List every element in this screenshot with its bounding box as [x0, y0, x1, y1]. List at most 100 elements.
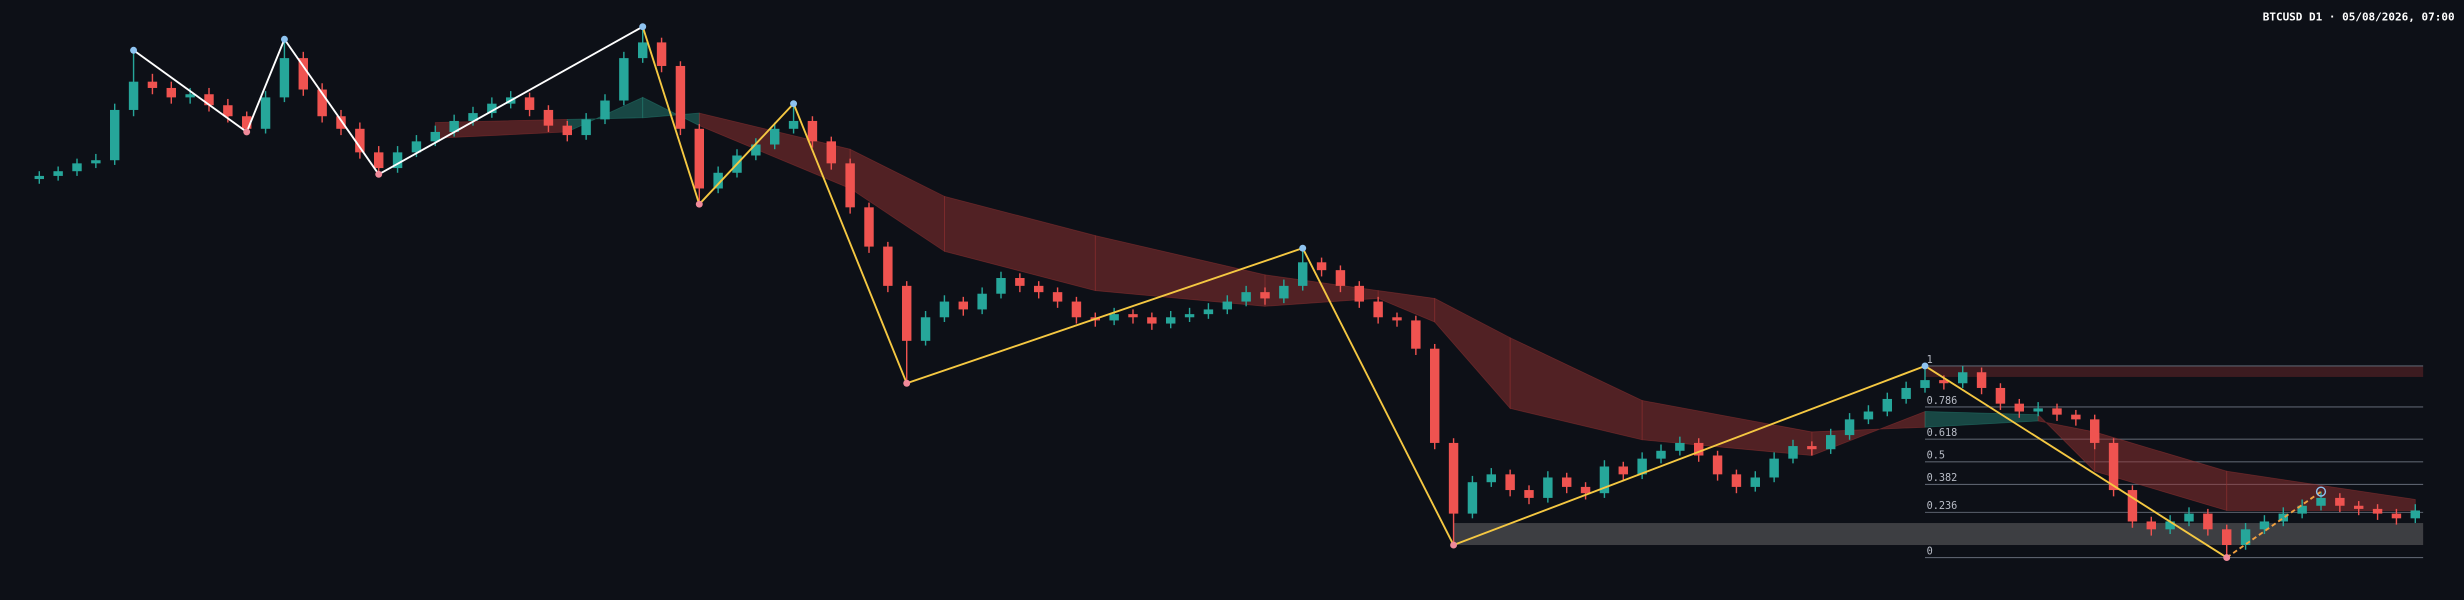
- candle-body: [392, 152, 403, 169]
- candle-body: [1995, 387, 2006, 404]
- pivot-marker: [375, 170, 383, 178]
- candle-body: [883, 246, 893, 286]
- candle-body: [110, 109, 120, 161]
- candle-body: [1430, 348, 1440, 443]
- fib-label: 0.786: [1927, 396, 1958, 407]
- candle-body: [2090, 419, 2100, 443]
- zigzag-segment: [2226, 490, 2322, 559]
- pivot-marker: [1450, 541, 1458, 549]
- zigzag-segment: [245, 38, 286, 133]
- zigzag-segment: [378, 25, 644, 176]
- fib-label: 1: [1927, 355, 1933, 366]
- candle-body: [1184, 314, 1195, 318]
- candle-body: [1034, 285, 1044, 293]
- fib-label: 0.618: [1927, 428, 1958, 439]
- candle-body: [581, 119, 591, 136]
- candle-body: [638, 42, 648, 59]
- candle-body: [826, 141, 836, 164]
- candle-body: [864, 207, 874, 247]
- candle-body: [1958, 372, 1968, 384]
- candle-body: [1656, 450, 1666, 459]
- candle-body: [449, 120, 459, 132]
- candle-body: [977, 293, 987, 310]
- candle-body: [1750, 477, 1760, 487]
- pivot-marker: [1299, 244, 1307, 252]
- candle-body: [2297, 505, 2307, 514]
- pivot-marker: [790, 100, 798, 108]
- candle-body: [72, 163, 82, 172]
- candle-body: [1826, 435, 1836, 450]
- candle-body: [2372, 508, 2383, 514]
- candle-body: [2108, 442, 2119, 491]
- candle-body: [223, 105, 233, 117]
- candle-body: [2203, 513, 2213, 530]
- candle-body: [845, 163, 855, 208]
- candle-body: [788, 120, 799, 129]
- candle-body: [1316, 262, 1327, 271]
- support-zone: [1453, 523, 2424, 546]
- candle-body: [487, 103, 497, 114]
- candle-body: [2071, 414, 2081, 420]
- candle-body: [939, 301, 950, 318]
- candle-body: [1411, 320, 1421, 349]
- candle-body: [2240, 529, 2251, 546]
- candle-body: [1524, 490, 1534, 498]
- candle-body: [1203, 309, 1214, 315]
- zigzag-segment: [1924, 365, 2228, 559]
- candle-body: [1486, 474, 1496, 483]
- zigzag-segment: [906, 247, 1304, 385]
- candle-body: [1731, 474, 1742, 487]
- candle-body: [1241, 292, 1251, 302]
- candle-body: [1976, 372, 1987, 388]
- candle-body: [1147, 317, 1157, 324]
- candle-body: [1071, 301, 1082, 318]
- candle-body: [1166, 317, 1176, 324]
- candle-body: [770, 128, 780, 145]
- candle-body: [1373, 301, 1383, 318]
- candle-body: [619, 58, 629, 101]
- pivot-marker: [280, 35, 288, 43]
- candle-body: [53, 171, 63, 176]
- candle-body: [1675, 442, 1685, 451]
- candle-body: [1392, 317, 1402, 321]
- candle-body: [2278, 513, 2288, 522]
- candle-body: [242, 116, 252, 129]
- candle-body: [996, 278, 1006, 294]
- candle-body: [2335, 497, 2345, 506]
- candle-body: [468, 113, 478, 121]
- candle-body: [2410, 510, 2420, 519]
- candle-body: [1448, 442, 1459, 514]
- zigzag-segment: [1301, 247, 1455, 546]
- candle-body: [1939, 380, 1949, 384]
- candle-body: [317, 89, 327, 117]
- candle-body: [1863, 411, 1874, 420]
- candle-body: [1015, 278, 1025, 286]
- candle-body: [1580, 486, 1591, 494]
- candle-body: [1599, 466, 1610, 494]
- candle-body: [298, 58, 308, 90]
- candle-body: [1807, 446, 1817, 450]
- candle-body: [920, 317, 931, 341]
- candle-body: [694, 128, 704, 189]
- pivot-marker: [243, 128, 251, 136]
- candle-body: [355, 128, 365, 153]
- candle-body: [1769, 458, 1779, 478]
- candle-body: [807, 120, 818, 142]
- candle-body: [1052, 292, 1063, 302]
- candle-body: [2033, 408, 2043, 412]
- candle-body: [279, 58, 290, 98]
- candle-body: [1901, 387, 1911, 399]
- fib-top-band: [1925, 365, 2424, 377]
- candle-body: [2391, 513, 2402, 519]
- candle-body: [1694, 442, 1704, 456]
- candle-body: [2146, 521, 2156, 530]
- zigzag-segment: [1453, 365, 1926, 546]
- candle-body: [2354, 505, 2364, 509]
- candle-body: [1637, 458, 1647, 475]
- ma-ribbon: [1811, 410, 1926, 457]
- candle-body: [713, 172, 723, 189]
- candle-body: [2165, 521, 2175, 530]
- candle-body: [600, 100, 610, 120]
- candle-body: [902, 285, 912, 341]
